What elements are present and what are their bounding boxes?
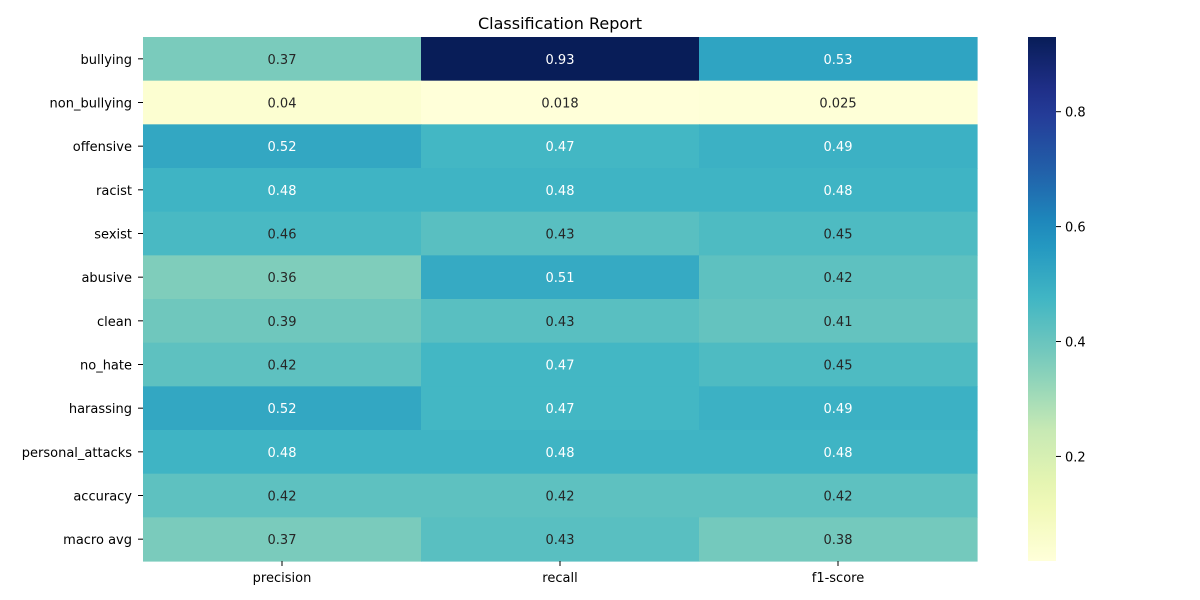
heatmap-cell <box>421 342 700 387</box>
cell-value-label: 0.48 <box>546 446 575 461</box>
cell-value-label: 0.49 <box>824 402 853 417</box>
cell-value-label: 0.47 <box>546 140 575 155</box>
colorbar-tick-label: 0.8 <box>1065 106 1086 121</box>
heatmap-cell <box>421 430 700 475</box>
cell-value-label: 0.43 <box>546 228 575 243</box>
x-tick-label: recall <box>542 571 577 586</box>
heatmap-cell <box>699 299 978 344</box>
heatmap-cell <box>699 80 978 125</box>
heatmap-cell <box>421 80 700 125</box>
colorbar-tick-label: 0.2 <box>1065 450 1086 465</box>
heatmap-cell <box>699 430 978 475</box>
cell-value-label: 0.025 <box>819 97 856 112</box>
cell-value-label: 0.42 <box>268 490 297 505</box>
y-tick-label: clean <box>97 315 132 330</box>
colorbar-gradient <box>1028 37 1056 561</box>
heatmap-cell <box>143 299 422 344</box>
x-tick-label: precision <box>253 571 312 586</box>
cell-value-label: 0.04 <box>268 97 297 112</box>
heatmap-cell <box>143 211 422 256</box>
y-tick-label: bullying <box>80 53 132 68</box>
cell-value-label: 0.52 <box>268 140 297 155</box>
heatmap-cell <box>143 124 422 169</box>
cell-value-label: 0.43 <box>546 315 575 330</box>
heatmap-cell <box>143 342 422 387</box>
cell-value-label: 0.49 <box>824 140 853 155</box>
cell-value-label: 0.41 <box>824 315 853 330</box>
row-labels: bullying non_bullying offensive racist sexis… <box>22 53 143 548</box>
heatmap-cell <box>699 473 978 518</box>
heatmap-cell <box>421 168 700 213</box>
cell-value-label: 0.36 <box>268 271 297 286</box>
y-tick-label: harassing <box>69 402 132 417</box>
y-tick-label: offensive <box>73 140 132 155</box>
heatmap-cell <box>143 386 422 431</box>
y-tick-label: racist <box>96 184 132 199</box>
cell-value-label: 0.42 <box>824 490 853 505</box>
heatmap-cells: 0.37 0.93 0.53 0.04 0.018 0.025 0.52 0.47 0.49 0.… <box>143 37 978 562</box>
heatmap-cell <box>421 255 700 300</box>
heatmap-cell <box>421 124 700 169</box>
heatmap-cell <box>143 168 422 213</box>
y-tick-label: abusive <box>81 271 132 286</box>
cell-value-label: 0.48 <box>546 184 575 199</box>
cell-value-label: 0.48 <box>824 446 853 461</box>
heatmap-cell <box>143 255 422 300</box>
cell-value-label: 0.47 <box>546 402 575 417</box>
cell-value-label: 0.53 <box>824 53 853 68</box>
cell-value-label: 0.42 <box>546 490 575 505</box>
heatmap-cell <box>699 255 978 300</box>
heatmap-cell <box>421 386 700 431</box>
chart-title: Classification Report <box>478 14 642 33</box>
heatmap-cell <box>421 299 700 344</box>
cell-value-label: 0.93 <box>546 53 575 68</box>
heatmap-cell <box>699 517 978 562</box>
colorbar: 0.2 0.4 0.6 0.8 <box>1028 37 1086 561</box>
heatmap-cell <box>699 168 978 213</box>
heatmap-cell <box>421 473 700 518</box>
cell-value-label: 0.48 <box>824 184 853 199</box>
cell-value-label: 0.42 <box>824 271 853 286</box>
y-tick-label: no_hate <box>80 359 132 374</box>
cell-value-label: 0.46 <box>268 228 297 243</box>
heatmap-cell <box>699 37 978 82</box>
y-tick-label: non_bullying <box>50 97 132 112</box>
y-tick-label: personal_attacks <box>22 446 132 461</box>
heatmap-cell <box>143 37 422 82</box>
x-tick-label: f1-score <box>812 571 864 586</box>
cell-value-label: 0.43 <box>546 533 575 548</box>
y-tick-label: accuracy <box>73 490 132 505</box>
heatmap-cell <box>699 211 978 256</box>
cell-value-label: 0.47 <box>546 359 575 374</box>
cell-value-label: 0.39 <box>268 315 297 330</box>
heatmap-cell <box>421 517 700 562</box>
y-tick-label: sexist <box>94 228 132 243</box>
column-labels: precision recall f1-score <box>253 561 864 586</box>
heatmap-cell <box>699 124 978 169</box>
cell-value-label: 0.52 <box>268 402 297 417</box>
cell-value-label: 0.45 <box>824 359 853 374</box>
heatmap-cell <box>143 473 422 518</box>
cell-value-label: 0.37 <box>268 53 297 68</box>
cell-value-label: 0.48 <box>268 184 297 199</box>
heatmap-cell <box>421 211 700 256</box>
colorbar-tick-label: 0.6 <box>1065 221 1086 236</box>
heatmap-cell <box>143 430 422 475</box>
cell-value-label: 0.48 <box>268 446 297 461</box>
heatmap-cell <box>699 342 978 387</box>
cell-value-label: 0.38 <box>824 533 853 548</box>
heatmap-cell <box>421 37 700 82</box>
cell-value-label: 0.51 <box>546 271 575 286</box>
cell-value-label: 0.018 <box>541 97 578 112</box>
colorbar-tick-label: 0.4 <box>1065 336 1086 351</box>
cell-value-label: 0.37 <box>268 533 297 548</box>
heatmap-cell <box>699 386 978 431</box>
cell-value-label: 0.42 <box>268 359 297 374</box>
heatmap-cell <box>143 80 422 125</box>
y-tick-label: macro avg <box>63 533 132 548</box>
heatmap-cell <box>143 517 422 562</box>
cell-value-label: 0.45 <box>824 228 853 243</box>
